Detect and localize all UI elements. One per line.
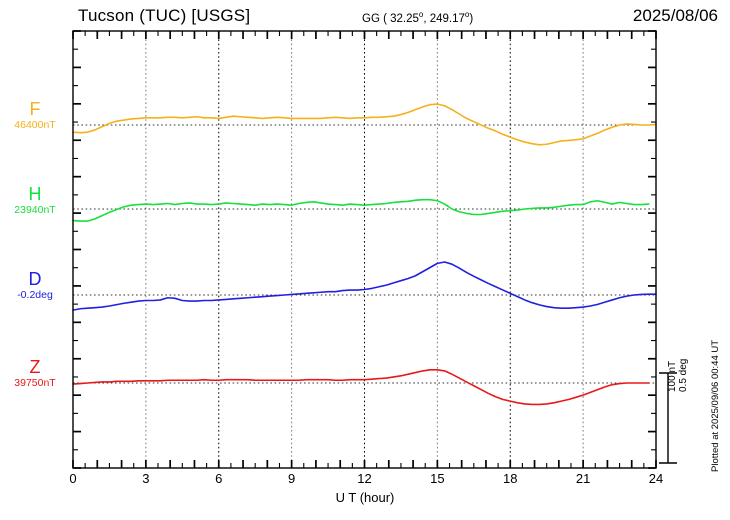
degree-symbol-lat: o (418, 10, 424, 19)
observation-date: 2025/08/06 (632, 6, 718, 25)
x-tick-label-3: 3 (142, 471, 150, 486)
x-tick-label-15: 15 (430, 471, 445, 486)
scale-bar-deg: 0.5 deg (678, 358, 689, 392)
x-tick-label-6: 6 (215, 471, 223, 486)
x-tick-label-12: 12 (357, 471, 372, 486)
coords-text: GG ( 32.25 (362, 12, 419, 25)
component-name-f: F (29, 99, 41, 119)
component-label-f: F 46400nT (0, 100, 70, 131)
component-baseline-d: -0.2deg (17, 288, 53, 301)
component-name-h: H (28, 184, 42, 204)
trace-f (72, 103, 657, 146)
scale-bar-label: 100 nT 0.5 deg (667, 359, 689, 392)
geographic-coordinates: GG ( 32.25o, 249.17o) (362, 10, 473, 25)
component-name-d: D (28, 269, 42, 289)
x-tick-label-18: 18 (503, 471, 518, 486)
component-name-z: Z (29, 357, 41, 377)
component-baseline-f: 46400nT (14, 118, 56, 131)
x-tick-label-9: 9 (288, 471, 296, 486)
component-label-z: Z 39750nT (0, 358, 70, 389)
plotted-timestamp: Plotted at 2025/09/06 00:44 UT (710, 339, 721, 472)
x-tick-label-24: 24 (648, 471, 664, 486)
component-baseline-z: 39750nT (14, 376, 56, 389)
degree-symbol-lon: o (464, 10, 470, 19)
x-tick-label-0: 0 (69, 471, 77, 486)
trace-h (72, 198, 650, 222)
component-baseline-h: 23940nT (14, 203, 56, 216)
component-label-d: D -0.2deg (0, 270, 70, 301)
station-title: Tucson (TUC) [USGS] (78, 6, 251, 25)
trace-d (72, 261, 657, 311)
x-tick-label-21: 21 (575, 471, 591, 486)
component-label-h: H 23940nT (0, 185, 70, 216)
scale-bar-nt: 100 nT (667, 360, 678, 392)
coords-text-mid: , 249.17 (423, 12, 465, 25)
coords-text-end: ) (469, 12, 474, 25)
trace-z (72, 369, 650, 406)
x-axis-title: U T (hour) (335, 490, 395, 505)
